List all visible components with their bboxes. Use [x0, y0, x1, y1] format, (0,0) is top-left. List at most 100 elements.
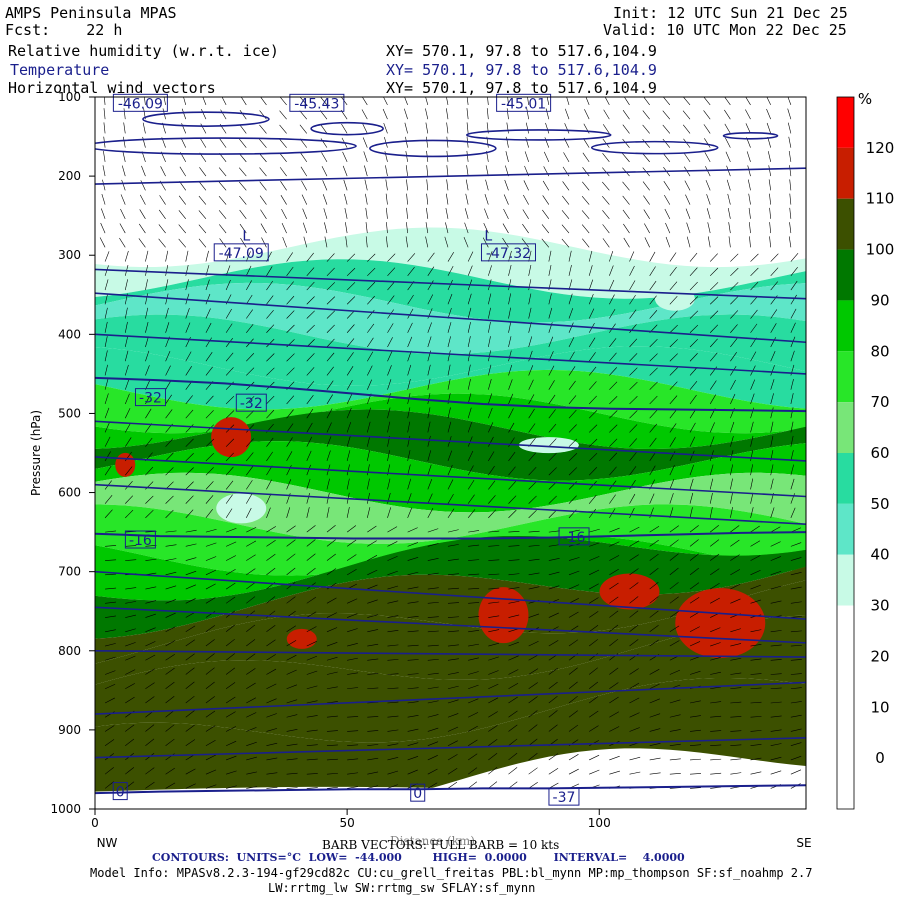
wind-barb	[623, 223, 630, 234]
wind-barb	[365, 193, 368, 205]
wind-barb	[427, 768, 438, 775]
wind-barb	[367, 435, 371, 447]
wind-barb	[246, 424, 255, 433]
wind-barb	[104, 321, 108, 333]
wind-barb	[730, 478, 733, 490]
wind-barb	[427, 543, 439, 547]
wind-barb	[548, 467, 557, 476]
wind-barb	[362, 137, 368, 148]
wind-barb	[604, 97, 610, 106]
wind-barb	[528, 279, 532, 291]
wind-barb	[427, 630, 439, 633]
wind-barb	[124, 408, 131, 419]
wind-barb	[239, 195, 247, 205]
wind-barb	[306, 525, 316, 533]
wind-barb	[649, 639, 659, 647]
wind-barb	[766, 108, 771, 120]
wind-barb	[326, 539, 336, 547]
wind-barb	[609, 610, 619, 618]
wind-barb	[326, 656, 338, 661]
wind-barb	[367, 555, 378, 561]
wind-barb	[669, 310, 678, 319]
wind-barb	[508, 364, 513, 376]
rh-pocket	[286, 628, 317, 649]
wind-barb	[662, 138, 671, 148]
wind-barb	[122, 136, 126, 148]
wind-barb	[609, 294, 615, 305]
rh-pocket	[211, 417, 252, 458]
wind-barb	[306, 539, 316, 547]
wind-barb	[266, 295, 274, 305]
wind-barb	[465, 193, 469, 205]
wind-barb	[306, 436, 313, 447]
wind-barb	[406, 222, 408, 234]
wind-barb	[467, 767, 478, 775]
wind-barb	[568, 308, 574, 319]
wind-barb	[326, 671, 338, 675]
wind-barb	[260, 97, 267, 106]
wind-barb	[386, 207, 388, 219]
rh-band	[95, 566, 806, 664]
wind-barb	[629, 697, 640, 704]
colorbar-tick-label: 90	[870, 291, 889, 309]
wind-barb	[407, 542, 419, 547]
wind-barb	[185, 584, 197, 590]
wind-barb	[669, 324, 678, 333]
wind-barb	[609, 711, 620, 718]
wind-barb	[689, 436, 696, 447]
wind-barb	[145, 250, 149, 262]
wind-barb	[508, 250, 512, 262]
wind-barb	[562, 181, 570, 191]
wind-barb	[528, 481, 537, 490]
wind-barb	[629, 479, 636, 490]
wind-barb	[649, 625, 659, 633]
wind-barb	[609, 352, 617, 362]
wind-barb	[689, 539, 699, 547]
wind-barb	[306, 450, 312, 462]
wind-barb	[508, 265, 512, 276]
wind-barb	[99, 237, 106, 248]
wind-barb	[750, 253, 759, 262]
wind-barb	[730, 701, 742, 704]
wind-barb	[387, 478, 391, 490]
wind-barb	[750, 478, 754, 490]
wind-barb	[747, 179, 751, 191]
wind-barb	[488, 573, 500, 576]
wind-barb	[185, 768, 196, 775]
wind-barb	[468, 602, 480, 604]
wind-barb	[367, 323, 375, 333]
wind-barb	[326, 730, 338, 732]
wind-barb	[710, 730, 722, 732]
wind-barb	[548, 409, 556, 419]
wind-barb	[770, 379, 775, 390]
wind-barb	[568, 598, 579, 604]
wind-barb	[185, 409, 194, 419]
wind-barb	[528, 724, 538, 732]
wind-barb	[343, 179, 348, 191]
y-tick-label: 700	[58, 565, 81, 579]
wind-barb	[528, 350, 533, 362]
wind-barb	[367, 492, 370, 504]
wind-barb	[649, 668, 660, 675]
wind-barb	[205, 625, 216, 633]
wind-barb	[609, 279, 615, 291]
wind-barb	[347, 716, 359, 718]
wind-barb	[709, 338, 718, 348]
wind-barb	[185, 710, 195, 718]
wind-barb	[280, 195, 287, 205]
wind-barb	[326, 408, 333, 419]
wind-barb	[589, 569, 600, 576]
colorbar-bin	[837, 707, 854, 759]
wind-barb	[205, 528, 217, 533]
isotherm-line	[95, 483, 806, 525]
wind-barb	[787, 122, 792, 134]
wind-barb	[326, 394, 333, 405]
wind-barb	[609, 624, 619, 633]
wind-barb	[180, 137, 187, 148]
wind-barb	[387, 555, 398, 561]
wind-barb	[563, 152, 570, 163]
wind-barb	[770, 393, 774, 405]
model-info: Model Info: MPASv8.2.3-194-gf29cd82c CU:…	[90, 866, 813, 880]
wind-barb	[345, 236, 348, 248]
x-tick-label: 0	[91, 816, 99, 830]
